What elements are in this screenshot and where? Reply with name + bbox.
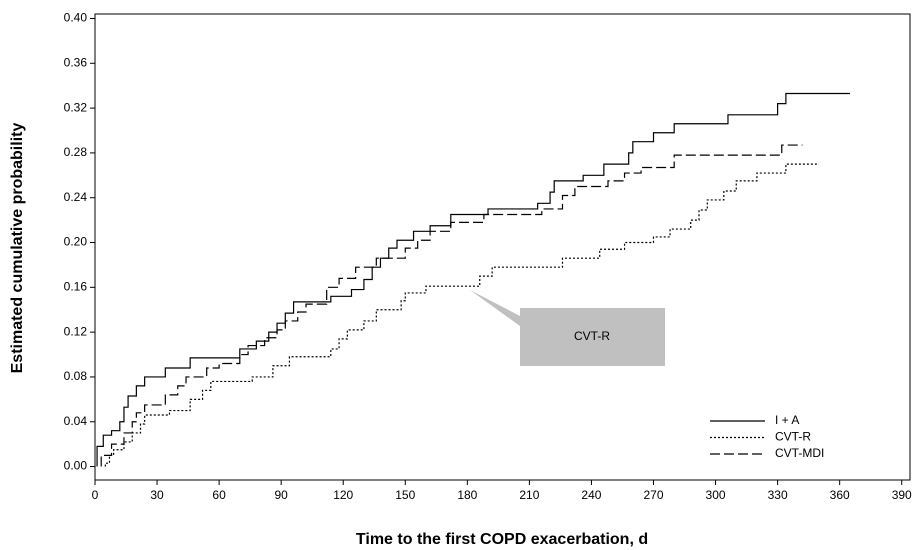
x-tick-label: 390 [892, 488, 912, 502]
plot-frame [94, 13, 911, 481]
x-tick-label: 90 [274, 488, 288, 502]
y-tick-label: 0.28 [64, 145, 88, 159]
y-tick-label: 0.40 [64, 11, 88, 25]
y-tick-label: 0.20 [64, 235, 88, 249]
x-tick-label: 0 [92, 488, 99, 502]
x-axis-title: Time to the first COPD exacerbation, d [356, 531, 648, 548]
x-tick-label: 330 [768, 488, 788, 502]
x-tick-label: 240 [581, 488, 601, 502]
y-tick-label: 0.36 [64, 55, 88, 69]
y-axis-title: Estimated cumulative probability [9, 123, 26, 374]
y-tick-label: 0.16 [64, 279, 88, 293]
x-tick-label: 300 [706, 488, 726, 502]
series-line [96, 92, 851, 467]
x-tick-label: 270 [643, 488, 663, 502]
y-tick-label: 0.08 [64, 369, 88, 383]
x-tick-label: 60 [212, 488, 226, 502]
y-tick-label: 0.04 [64, 414, 88, 428]
legend-label: I + A [775, 413, 799, 427]
y-tick-label: 0.24 [64, 190, 88, 204]
y-tick-label: 0.32 [64, 100, 88, 114]
series-line [100, 144, 803, 467]
callout-box [470, 290, 665, 366]
x-tick-label: 150 [395, 488, 415, 502]
x-tick-label: 120 [333, 488, 353, 502]
legend-label: CVT-MDI [775, 446, 824, 460]
y-tick-label: 0.00 [64, 459, 88, 473]
series-line [104, 163, 819, 467]
x-tick-label: 180 [457, 488, 477, 502]
x-tick-label: 210 [519, 488, 539, 502]
annotation: CVT-R [574, 329, 610, 343]
x-tick-label: 30 [150, 488, 164, 502]
legend-label: CVT-R [775, 430, 811, 444]
x-tick-label: 360 [830, 488, 850, 502]
y-tick-label: 0.12 [64, 324, 88, 338]
